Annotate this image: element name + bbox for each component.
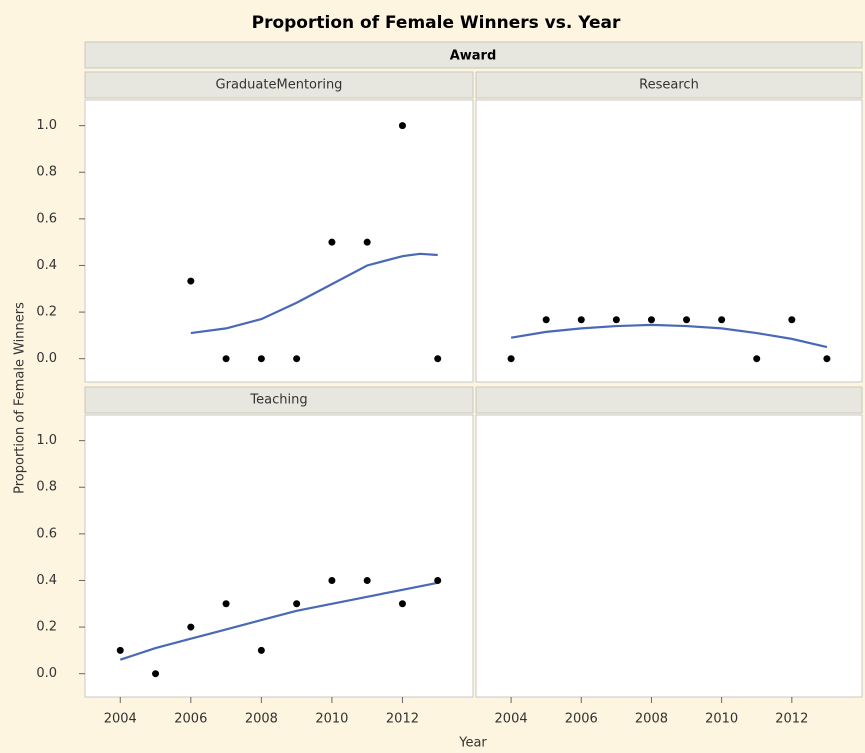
y-axis-label: Proportion of Female Winners	[13, 302, 28, 494]
panel	[84, 414, 474, 698]
point	[152, 670, 160, 678]
x-axis-label: Year	[458, 736, 487, 751]
x-tick-label: 2006	[174, 712, 207, 727]
point	[398, 122, 406, 130]
point	[116, 646, 124, 654]
x-tick-label: 2012	[775, 712, 808, 727]
panel-title: Teaching	[249, 393, 307, 408]
x-tick-label: 2010	[315, 712, 348, 727]
panel-header	[84, 71, 474, 99]
y-tick-label: 0.4	[36, 258, 57, 273]
point	[398, 600, 406, 608]
point	[222, 600, 230, 608]
point	[788, 316, 796, 324]
y-tick-label: 0.2	[36, 305, 57, 320]
point	[187, 277, 195, 285]
x-tick-label: 2006	[565, 712, 598, 727]
x-tick-label: 2010	[705, 712, 738, 727]
y-tick-label: 0.0	[36, 666, 57, 681]
point	[683, 316, 691, 324]
y-tick-label: 0.8	[36, 480, 57, 495]
point	[187, 623, 195, 631]
point	[363, 576, 371, 584]
point	[363, 238, 371, 246]
y-tick-label: 0.6	[36, 526, 57, 541]
x-tick-label: 2004	[104, 712, 137, 727]
point	[542, 316, 550, 324]
panel	[84, 99, 474, 383]
x-tick-label: 2012	[386, 712, 419, 727]
empty-panel	[475, 414, 863, 698]
fit-line	[190, 252, 438, 335]
facet-header	[84, 41, 863, 69]
point	[647, 316, 655, 324]
panel-header	[84, 386, 474, 414]
point	[434, 576, 442, 584]
point	[823, 355, 831, 363]
x-tick-label: 2008	[635, 712, 668, 727]
panel-title: Research	[639, 78, 699, 93]
panel	[475, 99, 863, 383]
point	[257, 355, 265, 363]
empty-panel-header	[475, 386, 863, 414]
y-tick-label: 0.0	[36, 351, 57, 366]
fit-line	[119, 581, 438, 661]
point	[577, 316, 585, 324]
panel-title: GraduateMentoring	[216, 78, 343, 93]
fit-line	[510, 323, 828, 349]
chart-title: Proportion of Female Winners vs. Year	[252, 13, 621, 33]
y-tick-label: 0.6	[36, 211, 57, 226]
point	[612, 316, 620, 324]
y-tick-label: 0.2	[36, 620, 57, 635]
point	[328, 238, 336, 246]
point	[257, 646, 265, 654]
point	[222, 355, 230, 363]
y-tick-label: 1.0	[36, 118, 57, 133]
point	[328, 576, 336, 584]
point	[718, 316, 726, 324]
panel-header	[475, 71, 863, 99]
x-tick-label: 2004	[495, 712, 528, 727]
y-tick-label: 0.8	[36, 165, 57, 180]
point	[293, 355, 301, 363]
facet-label: Award	[450, 49, 497, 64]
point	[293, 600, 301, 608]
x-tick-label: 2008	[245, 712, 278, 727]
y-tick-label: 1.0	[36, 433, 57, 448]
point	[434, 355, 442, 363]
point	[507, 355, 515, 363]
y-tick-label: 0.4	[36, 573, 57, 588]
point	[753, 355, 761, 363]
